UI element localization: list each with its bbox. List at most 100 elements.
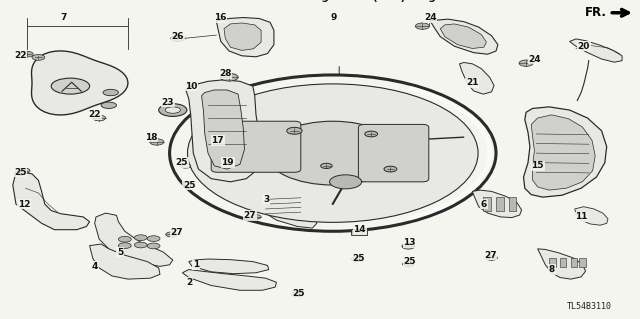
Polygon shape xyxy=(440,24,486,48)
Bar xyxy=(549,258,556,267)
Text: 22: 22 xyxy=(14,51,27,60)
Polygon shape xyxy=(256,191,317,228)
Bar xyxy=(560,258,566,267)
Ellipse shape xyxy=(220,73,238,81)
Ellipse shape xyxy=(93,115,106,121)
Text: 6: 6 xyxy=(481,200,487,209)
Text: 26: 26 xyxy=(172,32,184,41)
Text: 20: 20 xyxy=(577,42,590,51)
Text: 27: 27 xyxy=(170,228,183,237)
Ellipse shape xyxy=(351,256,363,262)
Bar xyxy=(351,229,367,235)
Ellipse shape xyxy=(266,121,400,185)
Ellipse shape xyxy=(118,236,131,242)
Text: 25: 25 xyxy=(352,254,365,263)
Ellipse shape xyxy=(147,243,160,249)
Bar xyxy=(579,258,586,267)
Polygon shape xyxy=(524,107,607,197)
Ellipse shape xyxy=(19,168,30,173)
FancyBboxPatch shape xyxy=(358,124,429,182)
Text: 2011 Acura TSX Steering Wheel (SRS) Diagram: 2011 Acura TSX Steering Wheel (SRS) Diag… xyxy=(182,0,458,2)
Polygon shape xyxy=(202,90,244,169)
Polygon shape xyxy=(538,249,586,279)
Polygon shape xyxy=(570,39,622,62)
Ellipse shape xyxy=(20,51,33,57)
Text: TL54B3110: TL54B3110 xyxy=(566,302,611,311)
Ellipse shape xyxy=(486,255,497,260)
Text: 3: 3 xyxy=(263,195,269,204)
Ellipse shape xyxy=(101,102,116,108)
Ellipse shape xyxy=(321,163,332,168)
Ellipse shape xyxy=(147,236,160,241)
Polygon shape xyxy=(189,259,269,274)
Ellipse shape xyxy=(403,262,414,267)
Polygon shape xyxy=(531,115,595,190)
Text: 27: 27 xyxy=(484,251,497,260)
Text: 9: 9 xyxy=(331,13,337,22)
Polygon shape xyxy=(575,207,608,225)
Polygon shape xyxy=(31,51,128,115)
Ellipse shape xyxy=(287,127,302,134)
Ellipse shape xyxy=(188,84,478,222)
Text: 25: 25 xyxy=(403,257,416,266)
Ellipse shape xyxy=(51,78,90,94)
Text: 15: 15 xyxy=(531,161,544,170)
Text: 25: 25 xyxy=(183,181,196,189)
Text: 18: 18 xyxy=(145,133,157,142)
Text: 10: 10 xyxy=(184,82,197,91)
Ellipse shape xyxy=(134,235,147,241)
Text: 7: 7 xyxy=(61,13,67,22)
FancyBboxPatch shape xyxy=(211,121,301,172)
Text: 16: 16 xyxy=(214,13,227,22)
Text: 8: 8 xyxy=(548,265,555,274)
Ellipse shape xyxy=(384,166,397,172)
Text: 22: 22 xyxy=(88,110,101,119)
Text: 2: 2 xyxy=(186,278,193,287)
Ellipse shape xyxy=(330,175,362,189)
Polygon shape xyxy=(460,63,494,94)
Text: 28: 28 xyxy=(219,69,232,78)
Polygon shape xyxy=(472,190,522,218)
Text: 4: 4 xyxy=(92,262,98,271)
Polygon shape xyxy=(186,80,259,182)
Polygon shape xyxy=(216,18,274,57)
Text: FR.: FR. xyxy=(585,6,607,19)
Text: 12: 12 xyxy=(18,200,31,209)
Bar xyxy=(496,197,504,211)
Bar xyxy=(509,197,516,211)
Ellipse shape xyxy=(171,35,185,41)
Ellipse shape xyxy=(292,292,303,297)
Ellipse shape xyxy=(150,139,164,145)
Text: 25: 25 xyxy=(175,158,188,167)
Bar xyxy=(571,258,577,267)
Ellipse shape xyxy=(103,89,118,96)
Ellipse shape xyxy=(118,243,131,249)
Polygon shape xyxy=(90,244,160,279)
Text: 24: 24 xyxy=(529,55,541,63)
Polygon shape xyxy=(182,270,276,290)
Text: 23: 23 xyxy=(161,98,174,107)
Text: 17: 17 xyxy=(211,136,224,145)
Ellipse shape xyxy=(415,23,429,29)
Bar xyxy=(483,197,491,211)
Polygon shape xyxy=(224,23,261,50)
Ellipse shape xyxy=(32,55,45,60)
Ellipse shape xyxy=(180,164,191,168)
Text: 11: 11 xyxy=(575,212,588,221)
Ellipse shape xyxy=(15,170,26,175)
Text: 25: 25 xyxy=(14,168,27,177)
Text: 25: 25 xyxy=(292,289,305,298)
Text: 5: 5 xyxy=(117,248,124,256)
Ellipse shape xyxy=(402,243,415,249)
Text: 14: 14 xyxy=(353,225,366,234)
Text: 1: 1 xyxy=(193,260,199,269)
Polygon shape xyxy=(430,19,498,54)
Ellipse shape xyxy=(165,107,180,113)
Polygon shape xyxy=(95,213,173,266)
Polygon shape xyxy=(13,172,90,230)
Ellipse shape xyxy=(134,242,147,248)
Text: 13: 13 xyxy=(403,238,416,247)
Ellipse shape xyxy=(159,104,187,116)
Ellipse shape xyxy=(365,131,378,137)
Text: 24: 24 xyxy=(424,13,436,22)
